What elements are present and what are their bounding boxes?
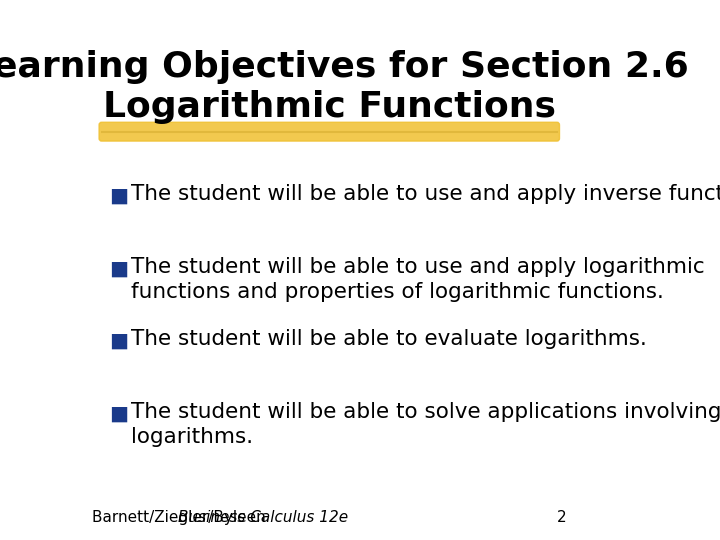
Text: The student will be able to solve applications involving
logarithms.: The student will be able to solve applic… [131, 402, 720, 447]
Text: ■: ■ [109, 187, 128, 206]
Text: 2: 2 [557, 510, 567, 525]
Text: The student will be able to evaluate logarithms.: The student will be able to evaluate log… [131, 329, 647, 349]
Text: ■: ■ [109, 259, 128, 278]
Text: Learning Objectives for Section 2.6
Logarithmic Functions: Learning Objectives for Section 2.6 Loga… [0, 50, 688, 125]
Text: The student will be able to use and apply logarithmic
functions and properties o: The student will be able to use and appl… [131, 256, 705, 302]
Text: ■: ■ [109, 404, 128, 423]
Text: Business Calculus 12e: Business Calculus 12e [179, 510, 348, 525]
Text: Barnett/Ziegler/Byleen: Barnett/Ziegler/Byleen [91, 510, 270, 525]
FancyBboxPatch shape [99, 122, 559, 141]
Text: ■: ■ [109, 332, 128, 351]
Text: The student will be able to use and apply inverse functions.: The student will be able to use and appl… [131, 184, 720, 204]
